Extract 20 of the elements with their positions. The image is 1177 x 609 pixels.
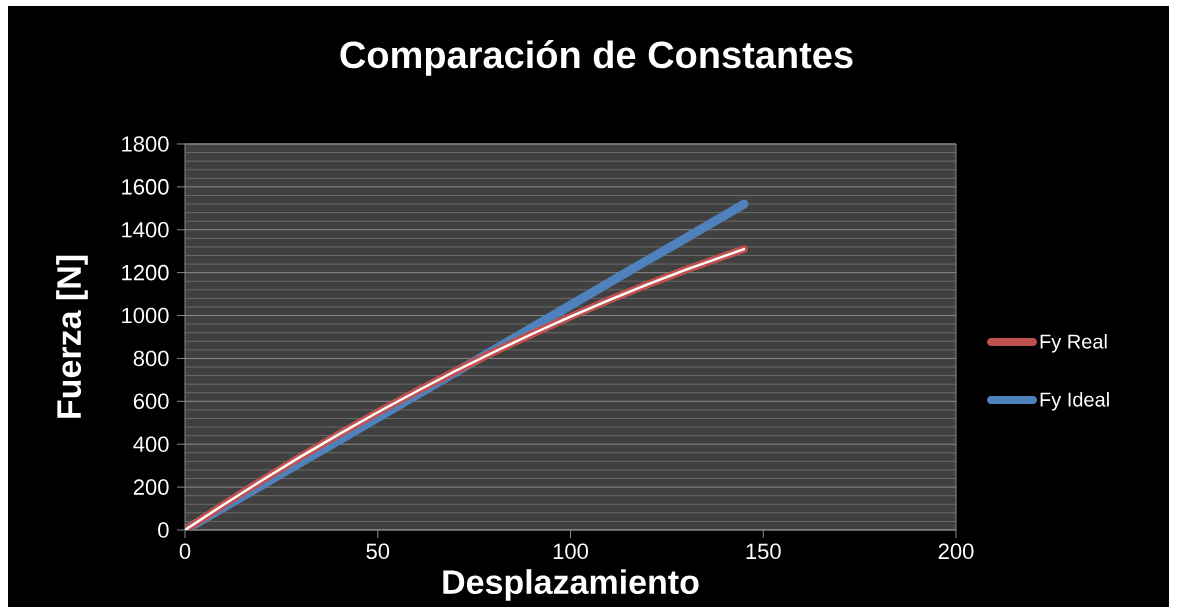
x-axis-title: Desplazamiento <box>443 569 699 601</box>
legend-label: Fy Ideal <box>1040 391 1109 411</box>
y-tick-label: 400 <box>133 436 169 452</box>
y-tick-label: 1200 <box>122 264 169 281</box>
y-tick-label: 1600 <box>122 179 169 195</box>
y-tick-label: 1800 <box>122 136 169 152</box>
x-tick-label: 50 <box>366 543 390 560</box>
y-tick-label: 0 <box>158 522 169 538</box>
y-tick-label: 1000 <box>122 307 169 324</box>
x-tick-label: 0 <box>179 543 191 560</box>
y-axis-title: Fuerza [N] <box>56 255 88 418</box>
x-tick-label: 200 <box>938 543 974 560</box>
y-tick-label: 1400 <box>122 221 169 238</box>
y-tick-label: 600 <box>133 393 169 410</box>
y-tick-label: 200 <box>133 479 169 495</box>
chart-title: Comparación de Constantes <box>340 40 853 76</box>
y-tick-label: 800 <box>133 350 169 367</box>
x-tick-label: 150 <box>746 543 781 560</box>
x-tick-label: 100 <box>553 543 588 560</box>
legend-label: Fy Real <box>1040 333 1107 353</box>
